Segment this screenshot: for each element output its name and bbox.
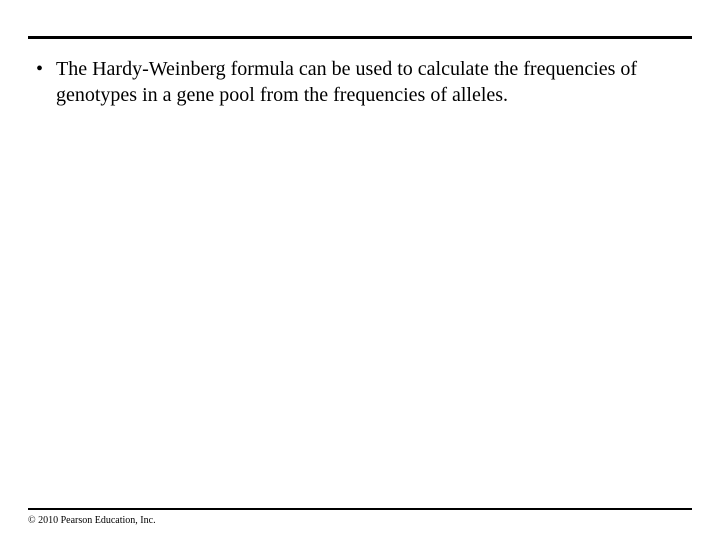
slide-content: • The Hardy-Weinberg formula can be used… <box>36 56 680 108</box>
bullet-text: The Hardy-Weinberg formula can be used t… <box>56 56 680 108</box>
list-item: • The Hardy-Weinberg formula can be used… <box>36 56 680 108</box>
slide: • The Hardy-Weinberg formula can be used… <box>0 0 720 540</box>
bottom-divider <box>28 508 692 510</box>
bullet-marker: • <box>36 56 56 82</box>
copyright-text: © 2010 Pearson Education, Inc. <box>28 515 156 526</box>
top-divider <box>28 36 692 39</box>
